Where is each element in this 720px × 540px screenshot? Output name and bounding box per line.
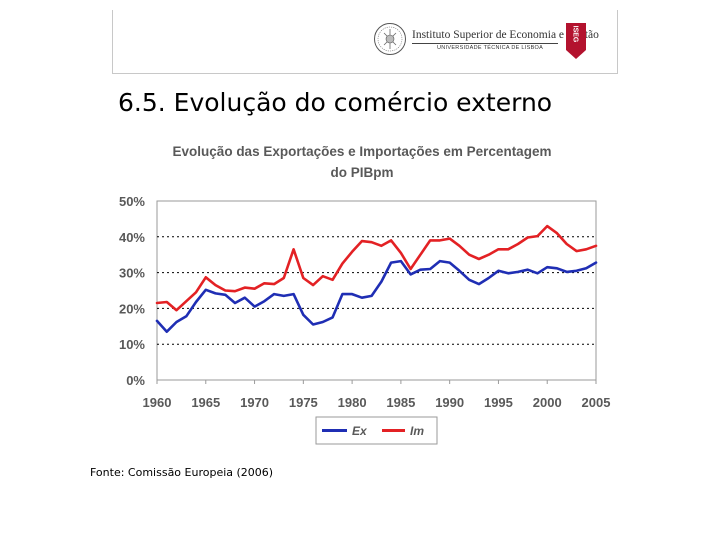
y-tick-label: 0% — [126, 373, 145, 388]
y-tick-label: 30% — [119, 266, 145, 281]
chart-title-line-2: do PIBpm — [331, 165, 394, 180]
iseg-shield-logo: ISEG — [566, 23, 586, 59]
grid-lines — [157, 236, 596, 345]
x-tick-label: 1975 — [289, 395, 318, 410]
institute-name: Instituto Superior de Economia e Gestão — [412, 29, 599, 41]
y-tick-label: 10% — [119, 337, 145, 352]
series-line-im — [155, 224, 598, 312]
y-tick-label: 40% — [119, 230, 145, 245]
y-axis-ticks: 0% 10% 20% 30% 40% 50% — [119, 194, 145, 388]
x-tick-label: 1970 — [240, 395, 269, 410]
source-note: Fonte: Comissão Europeia (2006) — [90, 466, 274, 479]
x-tick-label: 2000 — [533, 395, 562, 410]
plot-area — [156, 200, 597, 381]
iseg-shield-text: ISEG — [572, 26, 579, 43]
chart-title-line-1: Evolução das Exportações e Importações e… — [173, 144, 552, 159]
legend-im-label: Im — [410, 424, 424, 438]
x-tick-label: 1980 — [338, 395, 367, 410]
x-tick-label: 1960 — [143, 395, 172, 410]
institute-divider — [412, 43, 558, 44]
university-name: UNIVERSIDADE TÉCNICA DE LISBOA — [437, 45, 544, 51]
institute-seal-logo — [374, 23, 406, 55]
series-lines — [155, 224, 598, 334]
x-tick-label: 1965 — [191, 395, 220, 410]
x-tick-label: 1990 — [435, 395, 464, 410]
header-frame — [112, 10, 618, 74]
x-tick-label: 1995 — [484, 395, 513, 410]
series-line-ex — [155, 259, 598, 334]
legend-ex-label: Ex — [352, 424, 368, 438]
y-tick-label: 20% — [119, 301, 145, 316]
y-tick-label: 50% — [119, 194, 145, 209]
x-tick-label: 1985 — [386, 395, 415, 410]
x-axis-ticks: 1960 1965 1970 1975 1980 1985 1990 1995 2000 2005 — [143, 380, 611, 410]
page-title: 6.5. Evolução do comércio externo — [118, 88, 553, 117]
x-tick-label: 2005 — [582, 395, 611, 410]
